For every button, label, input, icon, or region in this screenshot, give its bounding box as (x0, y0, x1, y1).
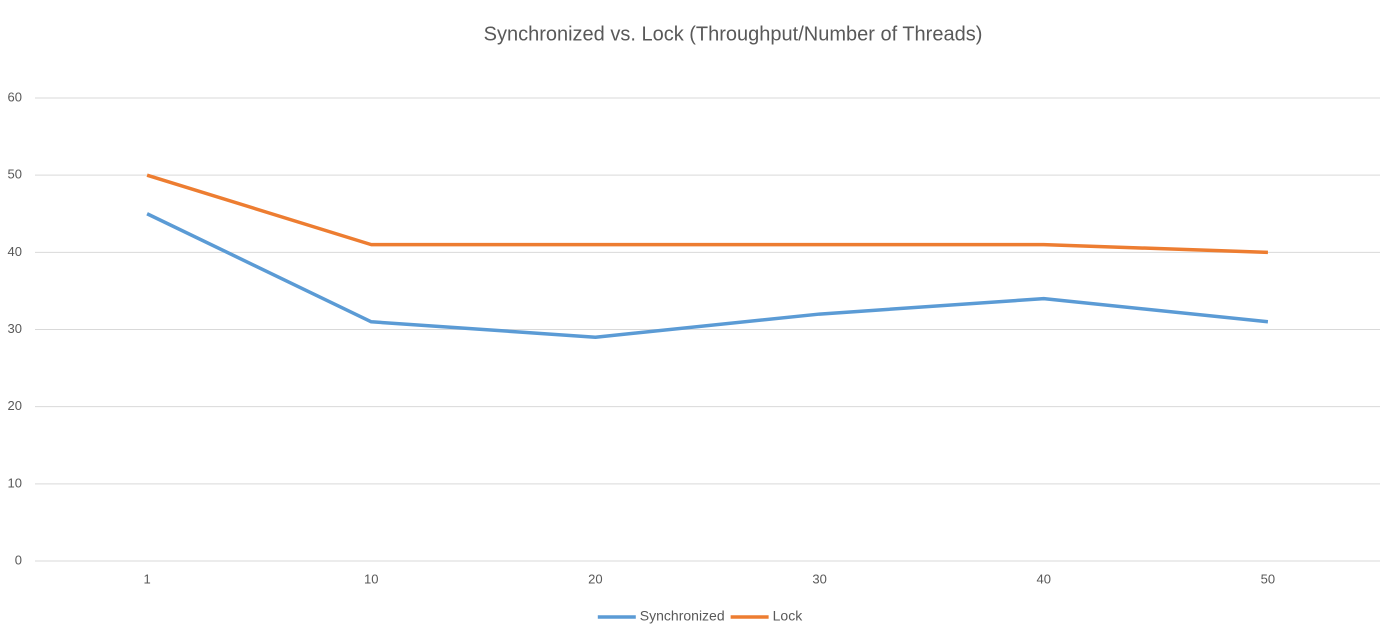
chart-title: Synchronized vs. Lock (Throughput/Number… (484, 23, 983, 45)
x-tick-label: 1 (143, 571, 150, 586)
y-tick-label: 60 (8, 89, 22, 104)
y-tick-label: 50 (8, 167, 22, 182)
y-tick-label: 30 (8, 321, 22, 336)
legend-label: Synchronized (640, 608, 725, 624)
x-tick-label: 30 (812, 571, 826, 586)
x-tick-label: 20 (588, 571, 602, 586)
series-line (146, 212, 1269, 339)
y-tick-label: 10 (8, 475, 22, 490)
legend-label: Lock (773, 608, 804, 624)
y-tick-label: 40 (8, 244, 22, 259)
y-tick-label: 20 (8, 398, 22, 413)
y-tick-label: 0 (15, 552, 22, 567)
series-line (146, 173, 1268, 255)
x-tick-label: 40 (1037, 571, 1051, 586)
x-tick-label: 10 (364, 571, 378, 586)
x-tick-label: 50 (1261, 571, 1275, 586)
